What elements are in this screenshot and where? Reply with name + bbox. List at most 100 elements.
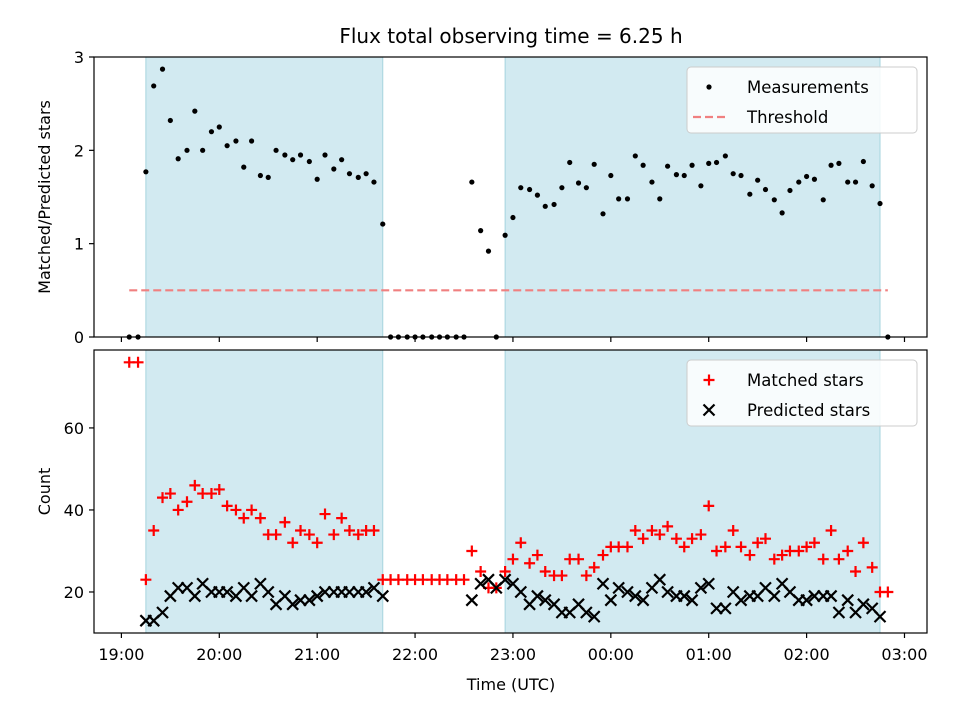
measurement-point bbox=[224, 143, 230, 149]
matched-star-point bbox=[759, 533, 771, 545]
bottom-y-tick-label: 60 bbox=[64, 419, 84, 438]
matched-star-point bbox=[842, 545, 854, 557]
top-y-axis-label: Matched/Predicted stars bbox=[35, 100, 54, 294]
matched-star-point bbox=[164, 488, 176, 500]
bottom-y-axis-label: Count bbox=[35, 468, 54, 516]
measurement-point bbox=[208, 129, 215, 135]
matched-star-point bbox=[352, 529, 364, 541]
predicted-star-point bbox=[719, 602, 732, 615]
measurement-point bbox=[559, 185, 565, 191]
measurement-point bbox=[722, 153, 728, 159]
measurement-point bbox=[241, 164, 247, 170]
legend-label: Matched stars bbox=[747, 371, 864, 390]
matched-star-point bbox=[303, 529, 315, 541]
measurement-point bbox=[151, 83, 157, 89]
bottom-y-tick-label: 40 bbox=[64, 501, 84, 520]
predicted-star-point bbox=[245, 589, 258, 603]
measurement-point bbox=[796, 179, 802, 185]
measurement-point bbox=[624, 196, 631, 202]
matched-star-point bbox=[695, 529, 707, 541]
measurement-point bbox=[200, 147, 206, 153]
matched-star-point bbox=[311, 537, 323, 549]
matched-star-point bbox=[654, 529, 666, 541]
matched-star-point bbox=[573, 553, 585, 565]
measurement-point bbox=[551, 201, 557, 208]
predicted-star-point bbox=[359, 585, 373, 599]
measurement-point bbox=[257, 172, 264, 179]
predicted-star-point bbox=[621, 585, 634, 599]
measurement-point bbox=[339, 157, 345, 163]
predicted-star-point bbox=[653, 573, 667, 586]
matched-star-point bbox=[319, 508, 331, 520]
matched-star-point bbox=[670, 533, 682, 545]
matched-star-point bbox=[597, 549, 609, 561]
measurement-point bbox=[265, 174, 271, 180]
predicted-star-point bbox=[612, 581, 625, 595]
matched-star-point bbox=[711, 545, 723, 557]
measurement-point bbox=[657, 196, 663, 202]
measurement-point bbox=[314, 176, 320, 182]
predicted-star-point bbox=[474, 577, 487, 591]
matched-star-point bbox=[793, 545, 805, 557]
matched-star-point bbox=[132, 356, 144, 368]
measurement-point bbox=[542, 203, 548, 209]
measurement-point bbox=[346, 171, 353, 177]
x-tick-label: 00:00 bbox=[588, 645, 634, 664]
matched-star-point bbox=[735, 541, 747, 553]
legend-measurement-marker bbox=[706, 84, 712, 90]
predicted-star-point bbox=[596, 577, 610, 591]
matched-star-point bbox=[776, 549, 788, 561]
predicted-star-point bbox=[538, 593, 552, 607]
predicted-star-point bbox=[465, 593, 479, 607]
predicted-star-point bbox=[286, 598, 299, 611]
measurement-point bbox=[845, 179, 851, 185]
measurement-point bbox=[877, 200, 883, 207]
matched-star-point bbox=[801, 541, 813, 553]
measurement-point bbox=[640, 162, 646, 168]
measurement-point bbox=[526, 186, 533, 193]
predicted-star-point bbox=[587, 610, 601, 623]
measurement-point bbox=[184, 147, 190, 153]
predicted-star-point bbox=[303, 593, 316, 607]
matched-star-point bbox=[646, 524, 658, 536]
predicted-star-point bbox=[188, 589, 202, 603]
measurement-point bbox=[583, 185, 589, 191]
measurement-point bbox=[681, 172, 687, 179]
matched-star-point bbox=[817, 553, 829, 565]
measurement-point bbox=[608, 172, 614, 179]
matched-star-point bbox=[744, 549, 756, 561]
matched-star-point bbox=[833, 553, 845, 565]
predicted-star-point bbox=[841, 593, 854, 607]
bottom-series-0 bbox=[123, 356, 894, 598]
matched-star-point bbox=[181, 496, 193, 508]
x-tick-label: 02:00 bbox=[784, 645, 830, 664]
predicted-star-point bbox=[694, 581, 708, 595]
measurement-point bbox=[836, 160, 842, 166]
measurement-point bbox=[755, 177, 761, 183]
matched-star-point bbox=[295, 524, 307, 536]
matched-star-point bbox=[466, 545, 478, 557]
predicted-star-point bbox=[734, 593, 748, 607]
top-series-0 bbox=[126, 66, 891, 340]
measurement-point bbox=[649, 179, 655, 185]
matched-star-point bbox=[531, 549, 543, 561]
top-legend-box bbox=[686, 66, 918, 134]
measurement-point bbox=[192, 108, 198, 114]
measurement-point bbox=[673, 172, 680, 178]
measurement-point bbox=[811, 176, 818, 182]
measurement-point bbox=[860, 158, 866, 165]
bottom-panel: 20 40 60 19:00 20:00 21:00 22:00 23:00 00:00 01:0… bbox=[35, 349, 928, 664]
matched-star-point bbox=[499, 565, 511, 577]
bottom-axes-frame bbox=[93, 349, 928, 634]
measurement-point bbox=[730, 171, 736, 177]
matched-star-point bbox=[703, 500, 715, 512]
measurement-point bbox=[485, 248, 492, 254]
measurement-point bbox=[665, 163, 671, 169]
legend-label: Measurements bbox=[747, 78, 869, 97]
predicted-star-point bbox=[857, 598, 870, 611]
measurement-point bbox=[698, 183, 704, 189]
measurement-point bbox=[869, 183, 875, 189]
predicted-star-point bbox=[768, 589, 781, 603]
predicted-star-point bbox=[661, 585, 674, 599]
